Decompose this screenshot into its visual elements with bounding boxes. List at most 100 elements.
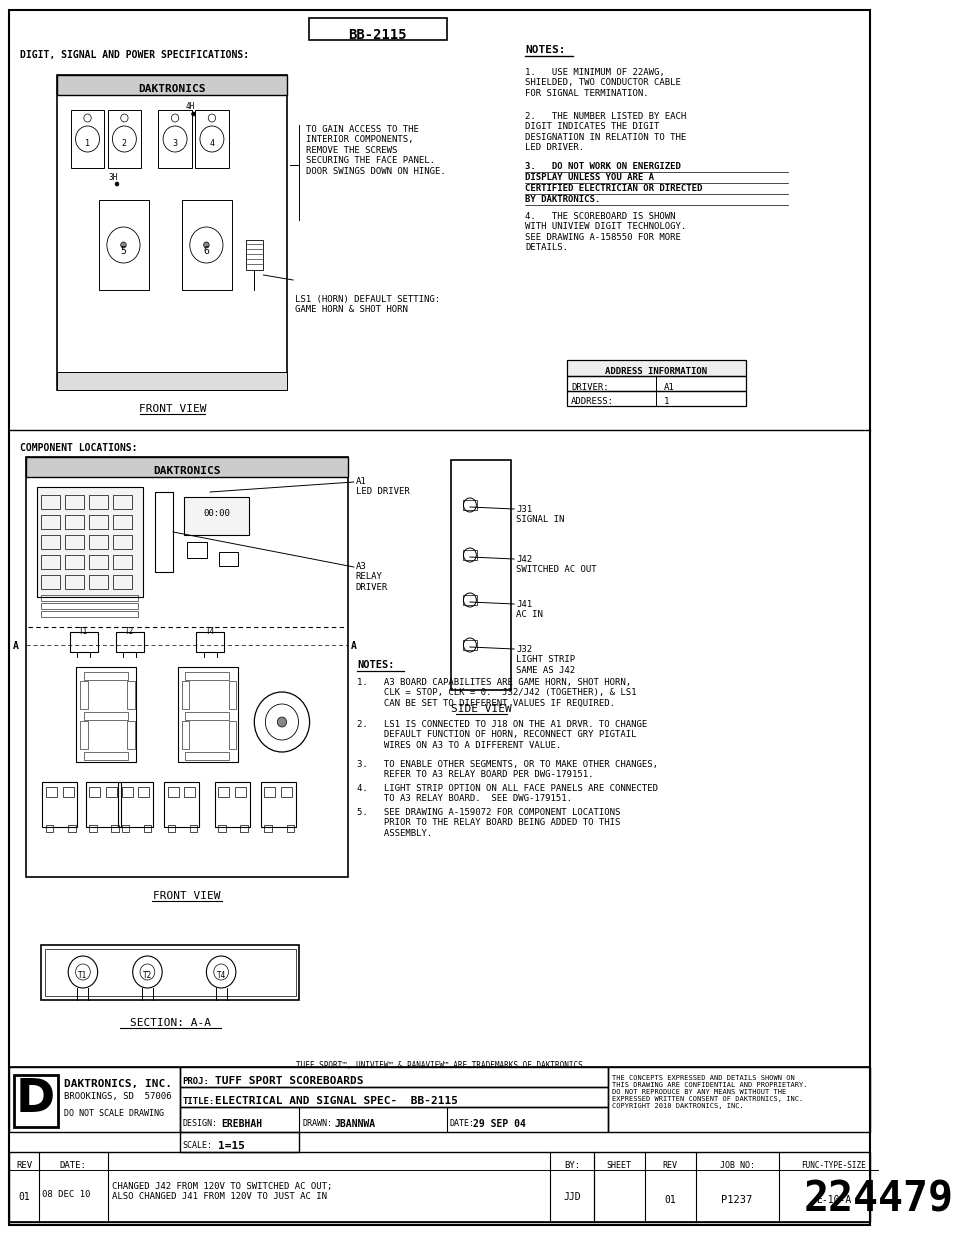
Text: DATE:: DATE: (59, 1161, 86, 1170)
Bar (219, 552, 237, 566)
Circle shape (92, 382, 95, 384)
Bar (57, 372, 287, 390)
Bar (309, 19, 446, 40)
Circle shape (108, 382, 110, 384)
Circle shape (247, 382, 250, 384)
Bar (607, 1067, 869, 1132)
Bar (281, 787, 292, 797)
Circle shape (269, 382, 272, 384)
Circle shape (63, 374, 66, 378)
Bar (46, 787, 57, 797)
Text: DAKTRONICS: DAKTRONICS (153, 466, 220, 475)
Text: REV: REV (661, 1161, 677, 1170)
Text: DATE:: DATE: (449, 1119, 475, 1129)
Circle shape (203, 242, 209, 248)
Text: E-10-A: E-10-A (816, 1195, 851, 1205)
Text: FUNC-TYPE-SIZE: FUNC-TYPE-SIZE (801, 1161, 865, 1170)
Bar (184, 496, 249, 535)
Circle shape (192, 112, 195, 116)
Bar (26, 457, 348, 477)
Bar (246, 240, 262, 270)
Circle shape (130, 374, 132, 378)
Circle shape (159, 374, 161, 378)
Circle shape (100, 382, 103, 384)
Text: BY DAKTRONICS.: BY DAKTRONICS. (525, 195, 599, 204)
Bar (80, 721, 88, 748)
Bar (112, 825, 119, 832)
Bar (113, 535, 132, 550)
Bar (451, 459, 511, 690)
Text: 3.   TO ENABLE OTHER SEGMENTS, OR TO MAKE OTHER CHANGES,
     REFER TO A3 RELAY : 3. TO ENABLE OTHER SEGMENTS, OR TO MAKE … (357, 760, 658, 779)
Bar (90, 787, 100, 797)
Bar (168, 787, 178, 797)
Bar (462, 550, 476, 559)
Bar (127, 721, 134, 748)
Circle shape (195, 382, 198, 384)
Text: DO NOT SCALE DRAWING: DO NOT SCALE DRAWING (65, 1109, 164, 1118)
Bar (41, 555, 60, 569)
Text: 4: 4 (210, 140, 214, 148)
Circle shape (152, 374, 154, 378)
Bar (46, 825, 53, 832)
Text: A3
RELAY
DRIVER: A3 RELAY DRIVER (355, 562, 388, 592)
Bar (90, 576, 108, 589)
Text: 08 DEC 10: 08 DEC 10 (42, 1191, 91, 1199)
Text: TO GAIN ACCESS TO THE
INTERIOR COMPONENTS,
REMOVE THE SCREWS
SECURING THE FACE P: TO GAIN ACCESS TO THE INTERIOR COMPONENT… (306, 125, 445, 175)
Bar (218, 787, 229, 797)
Bar (106, 787, 117, 797)
Text: DRIVER:: DRIVER: (571, 383, 608, 391)
Bar (190, 825, 197, 832)
Circle shape (233, 382, 235, 384)
Bar (462, 500, 476, 510)
Bar (260, 782, 295, 827)
Bar (84, 752, 128, 760)
Text: BY:: BY: (563, 1161, 579, 1170)
Text: J32
LIGHT STRIP
SAME AS J42: J32 LIGHT STRIP SAME AS J42 (516, 645, 575, 674)
Text: D: D (15, 1077, 55, 1123)
Bar (229, 680, 235, 709)
Bar (66, 535, 84, 550)
Bar (108, 110, 141, 168)
Circle shape (181, 374, 184, 378)
Text: LS1 (HORN) DEFAULT SETTING:
GAME HORN & SHOT HORN: LS1 (HORN) DEFAULT SETTING: GAME HORN & … (294, 295, 439, 315)
Bar (286, 825, 294, 832)
Text: DAKTRONICS: DAKTRONICS (138, 84, 206, 94)
Bar (41, 576, 60, 589)
Circle shape (85, 374, 88, 378)
Bar (84, 713, 128, 720)
Text: 2.   LS1 IS CONNECTED TO J18 ON THE A1 DRVR. TO CHANGE
     DEFAULT FUNCTION OF : 2. LS1 IS CONNECTED TO J18 ON THE A1 DRV… (357, 720, 647, 750)
Bar (113, 495, 132, 509)
Text: TUFF SPORT SCOREBOARDS: TUFF SPORT SCOREBOARDS (214, 1076, 363, 1086)
Text: T2: T2 (143, 971, 152, 979)
Text: 01: 01 (663, 1195, 675, 1205)
Text: NOTES:: NOTES: (357, 659, 395, 671)
Bar (66, 576, 84, 589)
Circle shape (262, 382, 265, 384)
Text: COMPONENT LOCATIONS:: COMPONENT LOCATIONS: (20, 443, 137, 453)
Circle shape (144, 374, 147, 378)
Bar (41, 535, 60, 550)
Text: DISPLAY UNLESS YOU ARE A: DISPLAY UNLESS YOU ARE A (525, 173, 654, 182)
Text: JJD: JJD (563, 1192, 580, 1202)
Text: 3: 3 (172, 140, 177, 148)
Circle shape (276, 374, 279, 378)
Bar (63, 787, 73, 797)
Text: BROOKINGS, SD  57006: BROOKINGS, SD 57006 (65, 1092, 172, 1100)
Circle shape (136, 382, 139, 384)
Text: P1237: P1237 (720, 1195, 752, 1205)
Bar (158, 110, 192, 168)
Bar (10, 1152, 869, 1221)
Bar (57, 75, 287, 95)
Bar (13, 1074, 58, 1128)
Text: DIGIT, SIGNAL AND POWER SPECIFICATIONS:: DIGIT, SIGNAL AND POWER SPECIFICATIONS: (20, 49, 249, 61)
Bar (42, 782, 77, 827)
Circle shape (269, 374, 272, 378)
Text: FRONT VIEW: FRONT VIEW (138, 404, 206, 414)
Bar (168, 825, 175, 832)
Text: A1
LED DRIVER: A1 LED DRIVER (355, 477, 409, 496)
Text: 5.   SEE DRAWING A-159072 FOR COMPONENT LOCATIONS
     PRIOR TO THE RELAY BOARD : 5. SEE DRAWING A-159072 FOR COMPONENT LO… (357, 808, 620, 837)
Bar (144, 825, 151, 832)
Circle shape (203, 382, 206, 384)
Bar (566, 391, 745, 406)
Bar (138, 787, 149, 797)
